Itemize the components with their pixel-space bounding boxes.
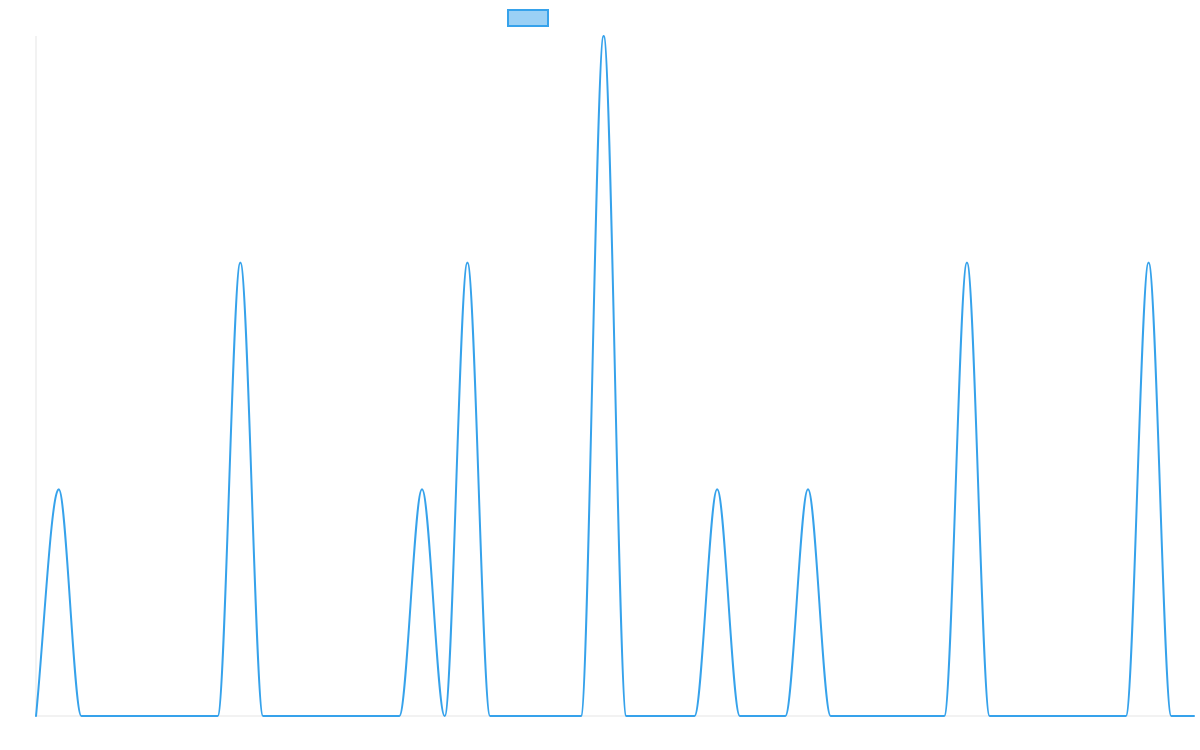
legend-swatch[interactable]: [507, 9, 549, 27]
series-line: [35, 35, 1195, 717]
series-layer: [35, 35, 1195, 717]
legend[interactable]: [507, 9, 549, 27]
